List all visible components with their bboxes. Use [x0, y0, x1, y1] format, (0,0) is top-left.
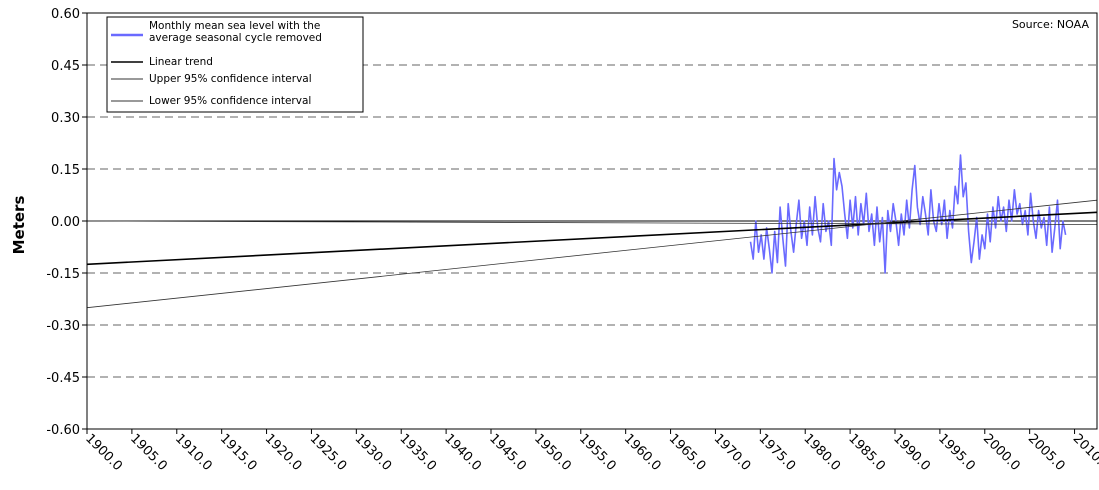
- x-tick-label: 1965.0: [666, 431, 709, 474]
- plot-area: [86, 12, 1098, 430]
- legend-box: [106, 16, 364, 113]
- legend-label: Linear trend: [149, 56, 213, 68]
- legend-label: Monthly mean sea level with the: [149, 20, 320, 32]
- x-tick-label: 1900.0: [82, 431, 125, 474]
- x-tick-label: 1985.0: [845, 431, 888, 474]
- x-tick-label: 1910.0: [172, 431, 215, 474]
- y-tick-label: 0.45: [51, 59, 80, 74]
- x-tick-label: 1940.0: [441, 431, 484, 474]
- y-tick-label: 0.00: [51, 215, 80, 230]
- y-axis-label: Meters: [10, 196, 28, 255]
- x-tick-label: 1990.0: [890, 431, 933, 474]
- y-tick-label: -0.60: [46, 423, 80, 438]
- x-tick-label: 1970.0: [711, 431, 754, 474]
- linear-trend-line: [86, 211, 1098, 266]
- x-tick-label: 1905.0: [127, 431, 170, 474]
- legend-label: Upper 95% confidence interval: [149, 73, 312, 85]
- x-tick-label: 1975.0: [756, 431, 799, 474]
- legend-label: Lower 95% confidence interval: [149, 95, 311, 107]
- upper-confidence-line: [86, 199, 1098, 309]
- y-tick-label: -0.30: [46, 319, 80, 334]
- y-tick-label: 0.30: [51, 111, 80, 126]
- x-tick-label: 1925.0: [307, 431, 350, 474]
- x-tick-label: 2000.0: [980, 431, 1023, 474]
- x-tick-label: 2010.0: [1070, 431, 1099, 474]
- legend-label: average seasonal cycle removed: [149, 32, 322, 44]
- x-tick-label: 1920.0: [262, 431, 305, 474]
- sea-level-series: [749, 154, 1067, 274]
- x-tick-label: 1930.0: [352, 431, 395, 474]
- x-tick-label: 1915.0: [217, 431, 260, 474]
- y-tick-label: -0.45: [46, 371, 80, 386]
- x-tick-label: 1995.0: [935, 431, 978, 474]
- x-tick-label: 1980.0: [800, 431, 843, 474]
- x-tick-label: 1960.0: [621, 431, 664, 474]
- source-note: Source: NOAA: [1012, 18, 1090, 31]
- x-tick-label: 1955.0: [576, 431, 619, 474]
- x-tick-label: 2005.0: [1025, 431, 1068, 474]
- x-tick-label: 1945.0: [486, 431, 529, 474]
- y-tick-label: 0.15: [51, 163, 80, 178]
- y-tick-label: 0.60: [51, 7, 80, 22]
- y-tick-label: -0.15: [46, 267, 80, 282]
- x-tick-label: 1935.0: [396, 431, 439, 474]
- lower-confidence-line: [86, 220, 1098, 225]
- x-tick-label: 1950.0: [531, 431, 574, 474]
